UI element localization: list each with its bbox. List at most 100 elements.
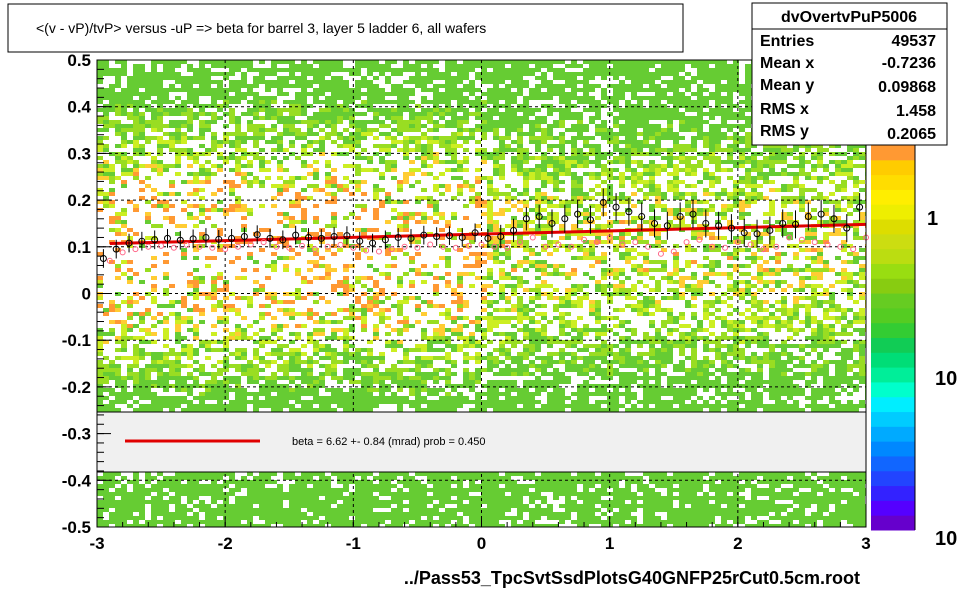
data-point xyxy=(99,254,107,262)
data-point xyxy=(843,224,851,232)
y-tick-label: -0.1 xyxy=(62,331,91,350)
data-point xyxy=(522,215,530,223)
data-point-pink xyxy=(606,234,613,241)
data-point xyxy=(740,229,748,237)
data-point xyxy=(228,234,236,242)
y-tick-label: 0.4 xyxy=(67,98,91,117)
color-scale-band xyxy=(871,411,915,427)
data-point-pink xyxy=(196,243,203,250)
data-point-pink xyxy=(657,250,664,257)
data-point-pink xyxy=(850,246,857,253)
data-point xyxy=(548,219,556,227)
stats-title: dvOvertvPuP5006 xyxy=(781,9,917,26)
stats-value-mean-x: -0.7236 xyxy=(882,55,936,72)
data-point-pink xyxy=(273,243,280,250)
data-point xyxy=(112,245,120,253)
data-point xyxy=(356,237,364,245)
stats-label-mean-x: Mean x xyxy=(760,55,814,72)
data-point-pink xyxy=(593,239,600,246)
x-axis-title: ../Pass53_TpcSvtSsdPlotsG40GNFP25rCut0.5… xyxy=(404,568,860,588)
data-point xyxy=(766,226,774,234)
data-point xyxy=(586,216,594,224)
stats-value-rms-y: 0.2065 xyxy=(887,126,936,143)
data-point xyxy=(856,203,864,211)
data-point xyxy=(189,235,197,243)
data-point-pink xyxy=(158,242,165,249)
data-point xyxy=(612,203,620,211)
stats-label-rms-x: RMS x xyxy=(760,101,809,118)
data-point xyxy=(253,231,261,239)
data-point-pink xyxy=(722,244,729,251)
data-point-pink xyxy=(581,236,588,243)
color-scale-band xyxy=(871,515,915,531)
color-scale-band xyxy=(871,204,915,220)
x-tick-label: -3 xyxy=(89,534,104,553)
data-point-pink xyxy=(324,243,331,250)
data-point xyxy=(343,232,351,240)
data-point-pink xyxy=(811,239,818,246)
data-point xyxy=(125,239,133,247)
data-point-pink xyxy=(286,244,293,251)
data-point xyxy=(394,233,402,241)
data-point xyxy=(779,219,787,227)
data-point xyxy=(702,219,710,227)
y-tick-label: 0.1 xyxy=(67,238,91,257)
color-scale-band xyxy=(871,263,915,279)
data-point-pink xyxy=(619,241,626,248)
data-point xyxy=(689,210,697,218)
data-point xyxy=(510,226,518,234)
data-point xyxy=(792,220,800,228)
data-point-pink xyxy=(183,241,190,248)
data-point xyxy=(663,222,671,230)
y-tick-label: 0.5 xyxy=(67,51,91,70)
data-point-pink xyxy=(375,248,382,255)
data-point-pink xyxy=(529,234,536,241)
data-point-pink xyxy=(798,236,805,243)
color-scale-band xyxy=(871,485,915,501)
data-point-pink xyxy=(734,239,741,246)
data-point-pink xyxy=(555,241,562,248)
stats-box: dvOvertvPuP5006 Entries 49537 Mean x -0.… xyxy=(751,2,948,146)
data-point xyxy=(279,236,287,244)
data-point-pink xyxy=(388,246,395,253)
data-point-pink xyxy=(837,243,844,250)
data-point xyxy=(420,231,428,239)
x-tick-label: 2 xyxy=(733,534,742,553)
color-scale-band xyxy=(871,159,915,176)
data-point-pink xyxy=(350,244,357,251)
data-point-pink xyxy=(209,244,216,251)
data-point xyxy=(240,233,248,241)
data-point xyxy=(163,234,171,242)
data-point xyxy=(407,234,415,242)
data-point-pink xyxy=(311,246,318,253)
x-tick-label: -1 xyxy=(346,534,361,553)
color-scale-band xyxy=(871,322,915,338)
data-point-pink xyxy=(452,244,459,251)
data-point-pink xyxy=(363,247,370,254)
y-tick-label: -0.3 xyxy=(62,425,91,444)
data-point-pink xyxy=(683,239,690,246)
data-point-pink xyxy=(106,257,113,264)
color-scale-band xyxy=(871,470,915,487)
data-point xyxy=(817,210,825,218)
color-scale-band xyxy=(871,396,915,413)
data-point-pink xyxy=(132,246,139,253)
data-point-pink xyxy=(773,243,780,250)
z-label-10a: 10 xyxy=(935,368,957,390)
data-point xyxy=(830,215,838,223)
data-point xyxy=(215,235,223,243)
data-point xyxy=(535,212,543,220)
data-point xyxy=(433,233,441,241)
stats-value-entries: 49537 xyxy=(892,33,937,50)
color-scale-band xyxy=(871,174,915,190)
data-point-pink xyxy=(401,243,408,250)
color-scale-band xyxy=(871,307,915,324)
data-point xyxy=(369,239,377,247)
data-point xyxy=(727,224,735,232)
data-point-pink xyxy=(632,239,639,246)
color-scale-band xyxy=(871,352,915,368)
data-point-pink xyxy=(747,241,754,248)
data-point-pink xyxy=(542,243,549,250)
x-tick-label: 3 xyxy=(861,534,870,553)
fit-legend: beta = 6.62 +- 0.84 (mrad) prob = 0.450 xyxy=(96,411,867,473)
